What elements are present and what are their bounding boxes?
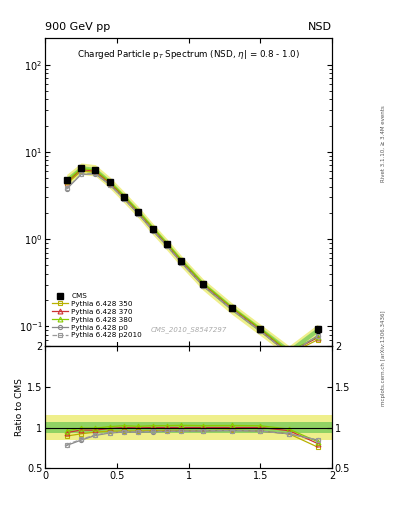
Pythia 6.428 p0 bbox=[136, 211, 141, 217]
Pythia 6.428 370 bbox=[93, 168, 98, 174]
Pythia 6.428 370 bbox=[258, 326, 263, 332]
Pythia 6.428 p0 bbox=[179, 260, 184, 266]
Pythia 6.428 350 bbox=[122, 196, 127, 202]
Pythia 6.428 p2010 bbox=[230, 306, 234, 312]
Pythia 6.428 350 bbox=[79, 168, 83, 174]
Pythia 6.428 370 bbox=[151, 225, 155, 231]
Text: Charged Particle p$_T$ Spectrum (NSD, $\eta$| = 0.8 - 1.0): Charged Particle p$_T$ Spectrum (NSD, $\… bbox=[77, 48, 300, 60]
Pythia 6.428 p0 bbox=[287, 351, 292, 357]
Pythia 6.428 p2010 bbox=[201, 283, 206, 289]
Pythia 6.428 p2010 bbox=[122, 196, 127, 202]
Pythia 6.428 380 bbox=[93, 167, 98, 174]
Pythia 6.428 p0 bbox=[93, 170, 98, 177]
Pythia 6.428 370 bbox=[136, 209, 141, 215]
Pythia 6.428 380 bbox=[122, 193, 127, 199]
Y-axis label: Ratio to CMS: Ratio to CMS bbox=[15, 378, 24, 436]
Pythia 6.428 350 bbox=[315, 337, 320, 343]
Pythia 6.428 p2010 bbox=[64, 185, 69, 191]
Pythia 6.428 380 bbox=[79, 165, 83, 172]
Pythia 6.428 380 bbox=[258, 326, 263, 332]
Pythia 6.428 p2010 bbox=[151, 227, 155, 233]
Pythia 6.428 350 bbox=[107, 181, 112, 187]
Pythia 6.428 380 bbox=[107, 179, 112, 185]
Pythia 6.428 370 bbox=[107, 179, 112, 185]
Pythia 6.428 p2010 bbox=[165, 243, 169, 249]
Pythia 6.428 370 bbox=[315, 334, 320, 340]
Pythia 6.428 370 bbox=[165, 241, 169, 247]
Pythia 6.428 380 bbox=[136, 208, 141, 215]
Pythia 6.428 380 bbox=[64, 178, 69, 184]
Pythia 6.428 p0 bbox=[230, 306, 234, 312]
Pythia 6.428 350 bbox=[230, 306, 234, 312]
Pythia 6.428 370 bbox=[122, 194, 127, 200]
Line: Pythia 6.428 380: Pythia 6.428 380 bbox=[64, 166, 320, 354]
Text: NSD: NSD bbox=[308, 22, 332, 32]
Pythia 6.428 380 bbox=[179, 257, 184, 263]
Pythia 6.428 350 bbox=[201, 283, 206, 289]
Pythia 6.428 p0 bbox=[122, 196, 127, 202]
Pythia 6.428 p2010 bbox=[179, 260, 184, 266]
Pythia 6.428 p2010 bbox=[79, 171, 83, 177]
Pythia 6.428 380 bbox=[287, 349, 292, 355]
Pythia 6.428 350 bbox=[151, 227, 155, 233]
Pythia 6.428 p0 bbox=[79, 172, 83, 178]
Line: Pythia 6.428 370: Pythia 6.428 370 bbox=[64, 167, 320, 355]
Line: Pythia 6.428 p2010: Pythia 6.428 p2010 bbox=[64, 172, 320, 356]
Pythia 6.428 350 bbox=[258, 328, 263, 334]
Text: mcplots.cern.ch [arXiv:1306.3436]: mcplots.cern.ch [arXiv:1306.3436] bbox=[381, 311, 386, 406]
Pythia 6.428 380 bbox=[151, 225, 155, 231]
Pythia 6.428 p0 bbox=[201, 283, 206, 289]
Pythia 6.428 p2010 bbox=[315, 333, 320, 339]
Pythia 6.428 p2010 bbox=[136, 211, 141, 217]
Pythia 6.428 p0 bbox=[258, 328, 263, 334]
Pythia 6.428 380 bbox=[201, 280, 206, 286]
Pythia 6.428 p2010 bbox=[287, 351, 292, 357]
Pythia 6.428 p0 bbox=[151, 227, 155, 233]
Pythia 6.428 370 bbox=[201, 281, 206, 287]
Pythia 6.428 350 bbox=[64, 181, 69, 187]
Pythia 6.428 p0 bbox=[107, 182, 112, 188]
Pythia 6.428 380 bbox=[315, 334, 320, 340]
Legend: CMS, Pythia 6.428 350, Pythia 6.428 370, Pythia 6.428 380, Pythia 6.428 p0, Pyth: CMS, Pythia 6.428 350, Pythia 6.428 370,… bbox=[49, 289, 145, 342]
Pythia 6.428 380 bbox=[165, 241, 169, 247]
Pythia 6.428 350 bbox=[287, 351, 292, 357]
Pythia 6.428 p2010 bbox=[107, 181, 112, 187]
Text: Rivet 3.1.10, ≥ 3.4M events: Rivet 3.1.10, ≥ 3.4M events bbox=[381, 105, 386, 182]
Line: Pythia 6.428 p0: Pythia 6.428 p0 bbox=[64, 172, 320, 356]
Pythia 6.428 370 bbox=[287, 349, 292, 355]
Pythia 6.428 p2010 bbox=[258, 328, 263, 334]
Pythia 6.428 370 bbox=[230, 305, 234, 311]
Pythia 6.428 p2010 bbox=[93, 170, 98, 177]
Pythia 6.428 p0 bbox=[315, 333, 320, 339]
Pythia 6.428 350 bbox=[93, 169, 98, 175]
Pythia 6.428 350 bbox=[179, 259, 184, 265]
Pythia 6.428 380 bbox=[230, 304, 234, 310]
Text: 900 GeV pp: 900 GeV pp bbox=[45, 22, 110, 32]
Pythia 6.428 350 bbox=[136, 210, 141, 217]
Pythia 6.428 350 bbox=[165, 243, 169, 249]
Line: Pythia 6.428 350: Pythia 6.428 350 bbox=[64, 169, 320, 356]
Text: CMS_2010_S8547297: CMS_2010_S8547297 bbox=[151, 327, 227, 333]
Pythia 6.428 p0 bbox=[165, 243, 169, 249]
Pythia 6.428 370 bbox=[79, 166, 83, 173]
Pythia 6.428 p0 bbox=[64, 186, 69, 192]
Pythia 6.428 370 bbox=[64, 179, 69, 185]
Pythia 6.428 370 bbox=[179, 258, 184, 264]
